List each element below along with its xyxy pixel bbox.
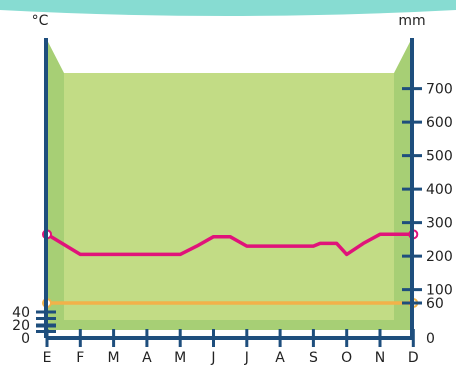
right-tick-label-400: 400 [426,182,453,198]
x-tick-label-6: J [244,350,249,366]
x-tick-label-11: D [408,350,419,366]
chart-background [0,0,456,330]
left-unit-label: °C [32,13,49,29]
right-tick-label-0: 0 [426,331,435,347]
x-tick-label-1: F [76,350,84,366]
right-tick-label-300: 300 [426,216,453,232]
x-tick-label-0: E [43,350,52,366]
right-tick-label-500: 500 [426,149,453,165]
right-unit-label: mm [398,13,425,29]
right-tick-label-200: 200 [426,249,453,265]
x-tick-label-7: A [275,350,285,366]
x-tick-label-9: O [341,350,352,366]
x-tick-label-2: M [108,350,120,366]
x-tick-label-4: M [174,350,186,366]
right-tick-label-100: 100 [426,283,453,299]
left-tick-label-20: 20 [12,318,30,334]
series-line-0 [45,232,416,257]
x-tick-label-8: S [309,350,318,366]
x-tick-label-3: A [142,350,152,366]
x-tick-label-10: N [375,350,385,366]
left-tick-label-40: 40 [12,305,30,321]
header-band [0,0,456,16]
right-tick-label-700: 700 [426,82,453,98]
x-tick-label-5: J [210,350,215,366]
left-tick-label-0: 0 [21,331,30,347]
right-tick-label-600: 600 [426,115,453,131]
right-tick-label-60: 60 [426,296,444,312]
fill-inner [64,73,394,320]
axes [36,38,422,347]
